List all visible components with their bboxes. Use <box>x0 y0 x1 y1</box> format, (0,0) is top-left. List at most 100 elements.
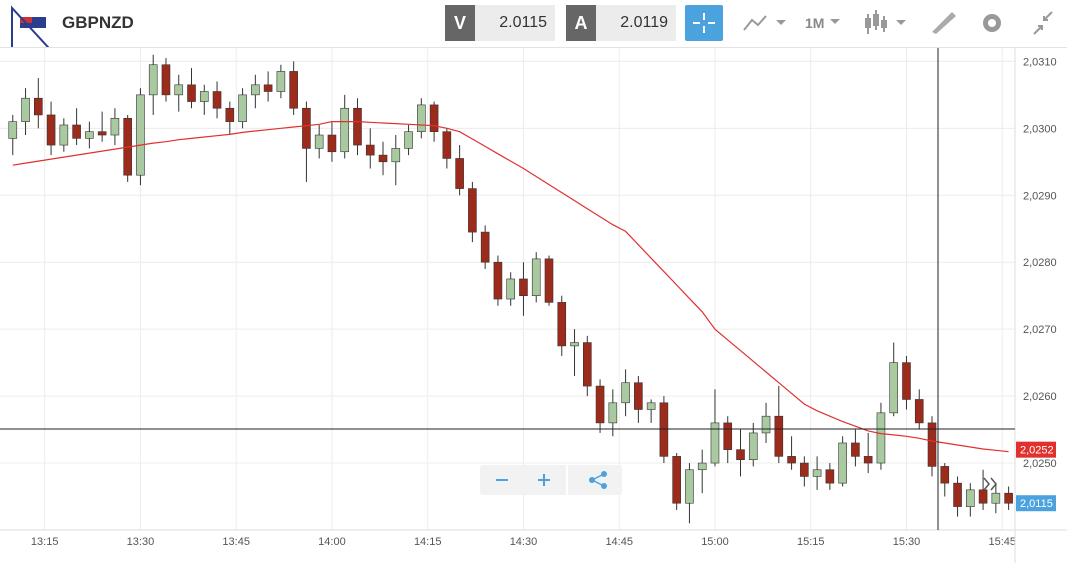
x-tick-label: 14:45 <box>605 536 633 548</box>
moving-average <box>12 121 1009 453</box>
dropdown <box>830 19 840 24</box>
candle-body <box>480 231 490 263</box>
y-tick-label: 2,0280 <box>1023 257 1057 269</box>
ma-label-box <box>1016 441 1056 458</box>
candle-body <box>774 415 784 457</box>
crosshair-button[interactable] <box>685 5 723 41</box>
zoom-in[interactable] <box>538 474 550 486</box>
x-tick-label: 14:30 <box>510 536 538 548</box>
candle-body <box>417 104 426 132</box>
x-tick-label: 15:30 <box>893 536 921 548</box>
candle-body <box>544 258 554 303</box>
y-tick-label: 2,0270 <box>1023 324 1057 336</box>
candle-body <box>276 71 286 92</box>
candle-body <box>953 482 962 507</box>
candle-body <box>800 462 809 477</box>
y-tick-label: 2,0290 <box>1023 190 1057 202</box>
candle-body <box>761 415 771 434</box>
candle-body <box>353 107 362 146</box>
candle-body <box>1004 492 1013 504</box>
candle-body <box>59 124 69 146</box>
candle-body <box>199 91 209 102</box>
y-tick-label: 2,0250 <box>1023 458 1057 470</box>
ma-label: 2,0252 <box>1020 445 1054 457</box>
chart: 2,0250 2,0260 2,0270 2,0280 2,0290 2,0300 2,03… <box>0 48 1067 563</box>
candle-body <box>595 385 605 424</box>
candle-body <box>212 91 222 109</box>
candle-body <box>851 442 860 457</box>
candle-body <box>889 362 899 414</box>
symbol[interactable]: GBPNZD <box>62 13 134 32</box>
ask-label: A <box>566 5 596 41</box>
candle-body <box>812 469 822 477</box>
draw-button[interactable] <box>928 0 958 47</box>
candle-body <box>263 84 273 92</box>
x-tick-label: 14:15 <box>414 536 442 548</box>
ask-price[interactable]: 2.0119 <box>596 5 676 41</box>
candle-body <box>34 97 43 116</box>
candle-body <box>710 422 720 464</box>
candle-body <box>340 107 350 153</box>
share[interactable] <box>589 471 607 489</box>
candle-body <box>187 84 196 102</box>
candle-body <box>838 442 847 484</box>
candle-body <box>148 64 158 96</box>
candle-body <box>621 382 630 404</box>
candle-body <box>863 456 873 464</box>
chart-type-button[interactable] <box>740 0 790 47</box>
candle-body <box>85 131 94 139</box>
candle-body <box>978 489 988 504</box>
scroll-right[interactable] <box>983 477 997 491</box>
candle-body <box>314 134 324 149</box>
candle-body <box>251 84 260 96</box>
candle-body <box>531 258 541 296</box>
x-tick-label: 13:45 <box>222 536 250 548</box>
candle-body <box>46 114 56 146</box>
candle-body <box>391 148 401 163</box>
x-tick-label: 14:00 <box>318 536 346 548</box>
candle-body <box>672 456 681 504</box>
price-label: 2,0115 <box>1020 498 1053 510</box>
candle-body <box>697 462 707 471</box>
candle-body <box>634 382 643 410</box>
candle-body <box>991 492 1001 504</box>
candle-body <box>21 97 30 122</box>
bid-label: V <box>445 5 475 41</box>
candle-body <box>8 121 18 139</box>
candle-body <box>378 154 388 163</box>
y-tick-label: 2,0310 <box>1023 56 1057 68</box>
candles-button[interactable] <box>862 0 912 47</box>
candle-body <box>365 144 375 156</box>
y-tick-label: 2,0260 <box>1023 391 1057 403</box>
candle-body <box>570 342 579 347</box>
candle-body <box>429 104 439 132</box>
candle-body <box>927 422 937 467</box>
candle-body <box>404 131 413 149</box>
candle-body <box>493 261 503 300</box>
candle-body <box>506 278 515 300</box>
x-tick-label: 13:30 <box>127 536 155 548</box>
candle-body <box>97 131 107 136</box>
candle-body <box>302 107 311 149</box>
candle-body <box>914 399 924 424</box>
collapse-button[interactable] <box>1030 0 1060 47</box>
settings-button[interactable] <box>978 0 1008 47</box>
candle-body <box>787 456 796 464</box>
timeframe[interactable]: 1M <box>805 15 825 31</box>
price-label-box <box>1016 495 1056 512</box>
bid-price[interactable]: 2.0115 <box>475 5 555 41</box>
candle-body <box>736 449 745 461</box>
candle-body <box>966 489 975 507</box>
x-tick-label: 13:15 <box>31 536 59 548</box>
zoom-controls <box>480 465 622 495</box>
candle-body <box>825 469 835 484</box>
candle-body <box>289 71 298 109</box>
candle-body <box>659 402 669 457</box>
candle-body <box>238 94 247 122</box>
x-tick-label: 15:00 <box>701 536 729 548</box>
candle-body <box>557 302 567 347</box>
candle-body <box>940 466 950 484</box>
toolbar: GBPNZD V 2.0115 A 2.0119 1M <box>0 0 1067 48</box>
candle-body <box>646 402 656 410</box>
candle-body <box>468 188 477 233</box>
